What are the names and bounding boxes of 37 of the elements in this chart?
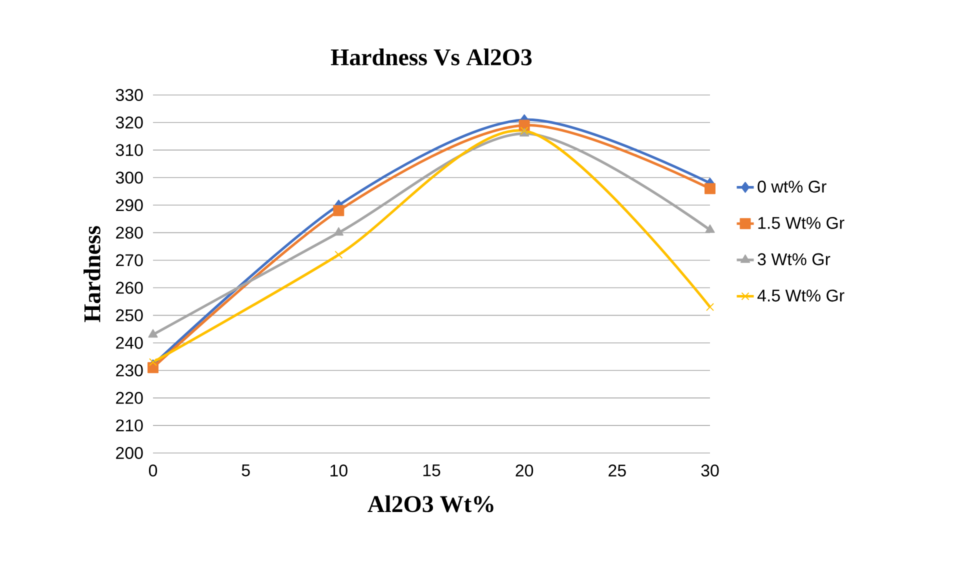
y-tick-label: 200 [116,447,143,459]
legend-label: 4.5 Wt% Gr [757,290,844,302]
y-tick-label: 210 [116,419,143,432]
point [334,227,344,236]
point [334,250,343,259]
y-tick-label: 330 [116,89,143,101]
x-tick-label: 30 [701,464,719,477]
x-tick-label: 15 [423,464,440,476]
y-tick-label: 260 [116,282,143,294]
y-tick-label: 250 [116,309,143,322]
y-axis-title: Hardness [84,226,100,322]
y-tick-label: 290 [116,199,143,212]
point [706,303,714,312]
point [148,362,158,374]
chart-title: Hardness Vs Al2O3 [330,48,532,66]
y-tick-label: 220 [116,392,143,404]
x-axis-title: Al2O3 Wt% [368,495,494,512]
y-tick-label: 240 [116,336,143,349]
x-tick-label: 25 [608,464,626,477]
legend-label: 3 Wt% Gr [758,253,830,266]
y-tick-label: 320 [116,116,143,129]
x-tick-label: 0 [148,464,158,477]
point [333,205,344,216]
x-tick-label: 5 [242,464,250,476]
legend-label: 1.5 Wt% Gr [758,216,844,229]
x-tick-label: 10 [330,464,348,477]
point [148,358,158,366]
point [148,329,158,338]
x-tick-label: 20 [516,464,534,477]
y-tick-label: 300 [116,172,143,184]
point [704,183,716,194]
y-tick-label: 270 [116,254,143,266]
y-tick-label: 230 [116,364,143,376]
y-tick-label: 280 [116,226,143,239]
legend-label: 0 wt% Gr [758,180,826,193]
point [705,224,715,233]
y-tick-label: 310 [116,144,143,156]
